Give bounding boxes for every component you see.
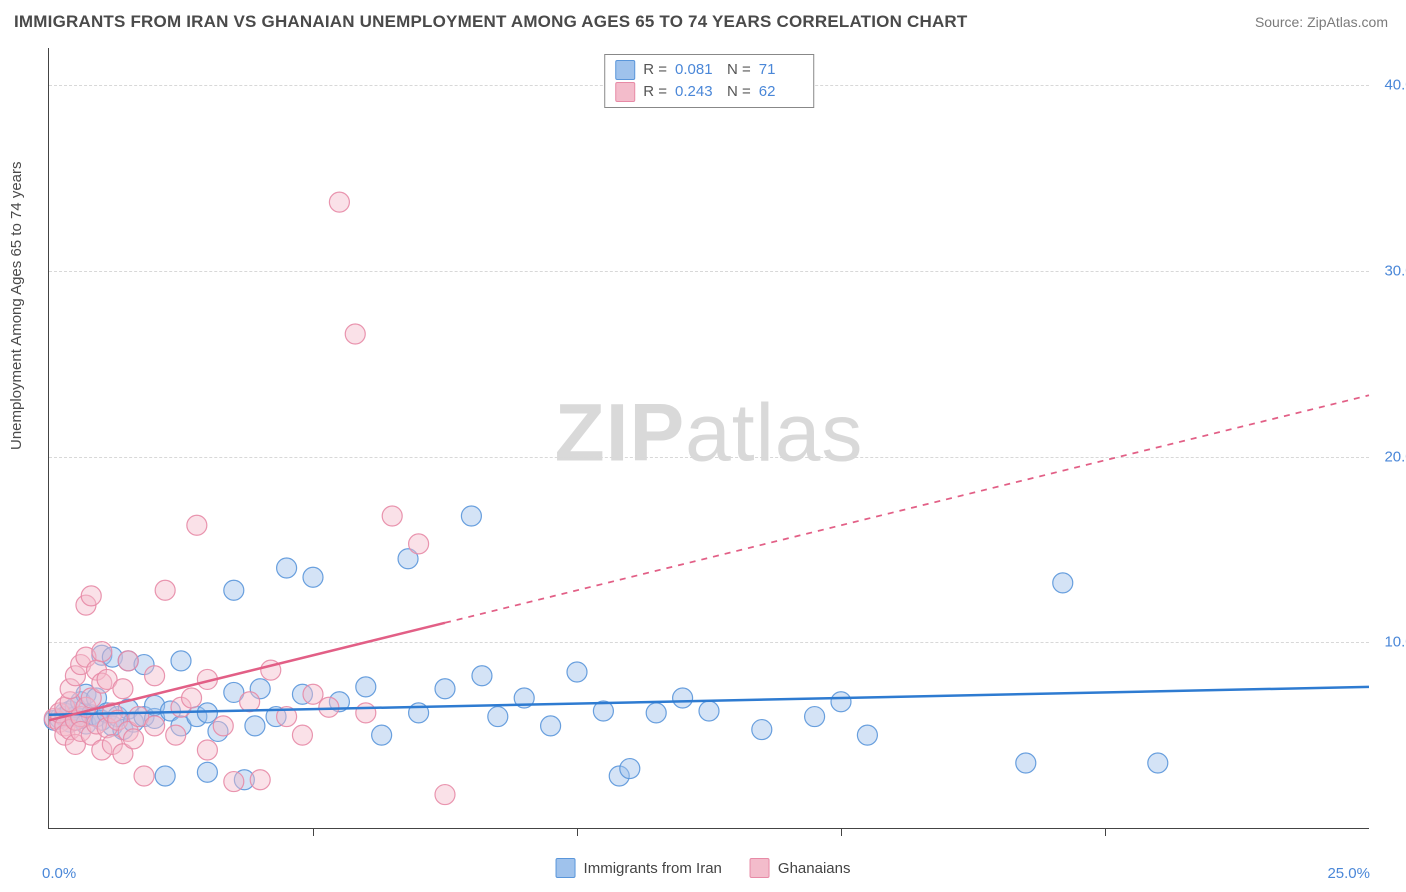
x-tick	[841, 828, 842, 836]
scatter-point	[303, 684, 323, 704]
scatter-point	[699, 701, 719, 721]
x-tick	[313, 828, 314, 836]
scatter-point	[435, 679, 455, 699]
source-name: ZipAtlas.com	[1307, 14, 1388, 30]
scatter-point	[224, 580, 244, 600]
scatter-point	[356, 703, 376, 723]
x-tick	[1105, 828, 1106, 836]
y-tick-label: 10.0%	[1375, 634, 1406, 651]
chart-title: IMMIGRANTS FROM IRAN VS GHANAIAN UNEMPLO…	[14, 12, 967, 32]
scatter-point	[461, 506, 481, 526]
scatter-point	[472, 666, 492, 686]
scatter-point	[319, 697, 339, 717]
scatter-point	[213, 716, 233, 736]
scatter-point	[805, 707, 825, 727]
scatter-point	[197, 740, 217, 760]
scatter-point	[155, 766, 175, 786]
scatter-point	[81, 586, 101, 606]
scatter-point	[171, 651, 191, 671]
y-tick-label: 30.0%	[1375, 262, 1406, 279]
legend-label: Ghanaians	[778, 860, 851, 877]
scatter-point	[409, 534, 429, 554]
legend-r-value: 0.243	[675, 81, 719, 103]
x-axis-max-label: 25.0%	[1327, 865, 1370, 882]
scatter-point	[1148, 753, 1168, 773]
scatter-point	[435, 785, 455, 805]
y-axis-label: Unemployment Among Ages 65 to 74 years	[8, 161, 25, 450]
scatter-point	[488, 707, 508, 727]
scatter-point	[123, 729, 143, 749]
scatter-point	[541, 716, 561, 736]
chart-container: IMMIGRANTS FROM IRAN VS GHANAIAN UNEMPLO…	[0, 0, 1406, 892]
scatter-point	[292, 725, 312, 745]
scatter-svg	[49, 48, 1369, 828]
scatter-point	[166, 725, 186, 745]
source-prefix: Source:	[1255, 14, 1307, 30]
source-attribution: Source: ZipAtlas.com	[1255, 14, 1388, 30]
legend-swatch	[615, 82, 635, 102]
scatter-point	[145, 716, 165, 736]
scatter-point	[646, 703, 666, 723]
legend-item: Immigrants from Iran	[556, 858, 722, 878]
scatter-point	[113, 679, 133, 699]
legend-n-label: N =	[727, 81, 751, 103]
correlation-legend: R = 0.081 N = 71 R = 0.243 N = 62	[604, 54, 814, 108]
legend-r-label: R =	[643, 59, 667, 81]
legend-swatch	[750, 858, 770, 878]
scatter-point	[1053, 573, 1073, 593]
legend-swatch	[615, 60, 635, 80]
scatter-point	[224, 772, 244, 792]
scatter-point	[382, 506, 402, 526]
scatter-point	[92, 642, 112, 662]
scatter-point	[372, 725, 392, 745]
scatter-point	[197, 703, 217, 723]
scatter-point	[118, 651, 138, 671]
legend-swatch	[556, 858, 576, 878]
x-tick	[577, 828, 578, 836]
scatter-point	[240, 692, 260, 712]
scatter-point	[345, 324, 365, 344]
scatter-point	[145, 666, 165, 686]
scatter-point	[250, 770, 270, 790]
scatter-point	[187, 515, 207, 535]
legend-row: R = 0.081 N = 71	[615, 59, 803, 81]
legend-r-value: 0.081	[675, 59, 719, 81]
legend-item: Ghanaians	[750, 858, 851, 878]
scatter-point	[303, 567, 323, 587]
scatter-point	[182, 688, 202, 708]
scatter-point	[857, 725, 877, 745]
x-axis-origin-label: 0.0%	[42, 865, 76, 882]
series-legend: Immigrants from Iran Ghanaians	[556, 858, 851, 878]
scatter-point	[831, 692, 851, 712]
scatter-point	[155, 580, 175, 600]
scatter-point	[567, 662, 587, 682]
legend-n-label: N =	[727, 59, 751, 81]
y-tick-label: 40.0%	[1375, 77, 1406, 94]
scatter-point	[356, 677, 376, 697]
scatter-point	[277, 558, 297, 578]
scatter-point	[329, 192, 349, 212]
scatter-point	[752, 720, 772, 740]
scatter-point	[620, 759, 640, 779]
plot-area: ZIPatlas 10.0%20.0%30.0%40.0% R =0.081N …	[48, 48, 1369, 829]
scatter-point	[134, 766, 154, 786]
trend-line-dashed	[445, 395, 1369, 623]
scatter-point	[245, 716, 265, 736]
scatter-point	[673, 688, 693, 708]
y-tick-label: 20.0%	[1375, 448, 1406, 465]
legend-n-value: 62	[759, 81, 803, 103]
legend-n-value: 71	[759, 59, 803, 81]
scatter-point	[197, 762, 217, 782]
legend-row: R = 0.243 N = 62	[615, 81, 803, 103]
legend-label: Immigrants from Iran	[584, 860, 722, 877]
legend-r-label: R =	[643, 81, 667, 103]
scatter-point	[1016, 753, 1036, 773]
